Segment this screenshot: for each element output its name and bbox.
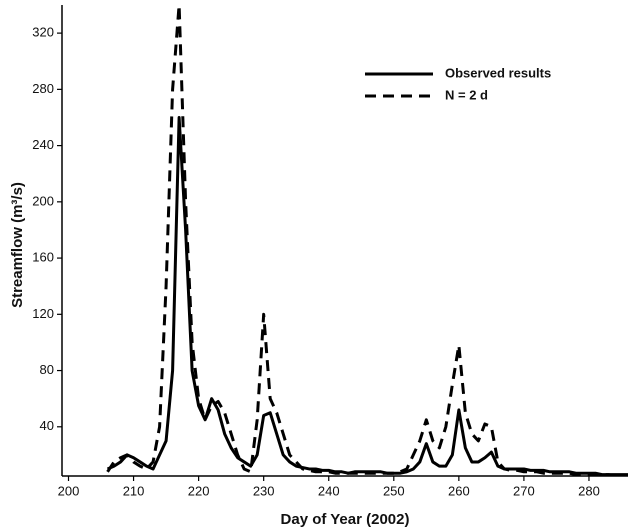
x-tick-label: 230: [253, 483, 275, 498]
x-tick-label: 210: [123, 483, 145, 498]
y-tick-label: 200: [32, 193, 54, 208]
x-axis-title: Day of Year (2002): [281, 511, 410, 528]
x-tick-label: 240: [318, 483, 340, 498]
y-tick-label: 280: [32, 81, 54, 96]
series-line: [106, 5, 628, 476]
x-tick-label: 270: [513, 483, 535, 498]
legend-text: Observed results: [445, 65, 551, 80]
x-tick-label: 260: [448, 483, 470, 498]
x-tick-label: 280: [578, 483, 600, 498]
y-tick-label: 240: [32, 137, 54, 152]
plot-area: [106, 5, 628, 476]
y-axis-title: Streamflow (m³/s): [9, 182, 26, 308]
y-tick-label: 120: [32, 306, 54, 321]
x-tick-label: 200: [58, 483, 80, 498]
y-tick-label: 160: [32, 250, 54, 265]
y-tick-label: 320: [32, 25, 54, 40]
x-tick-label: 250: [383, 483, 405, 498]
y-tick-label: 40: [40, 418, 54, 433]
x-tick-label: 220: [188, 483, 210, 498]
legend-text: N = 2 d: [445, 87, 488, 102]
y-tick-label: 80: [40, 362, 54, 377]
